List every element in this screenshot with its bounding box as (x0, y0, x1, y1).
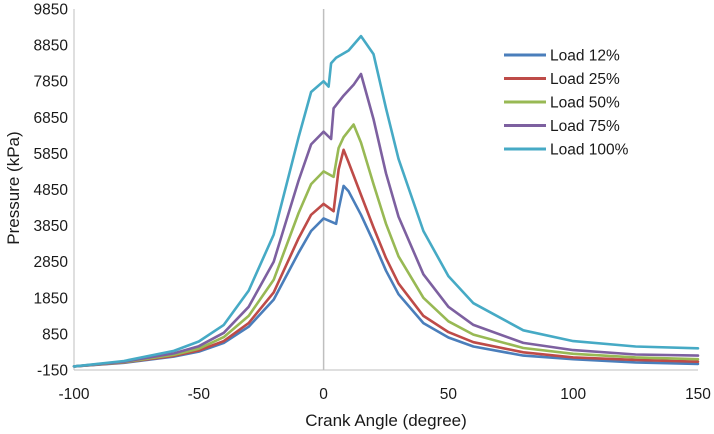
y-tick-label: 8850 (34, 38, 69, 55)
y-tick-label: 3850 (34, 218, 69, 235)
x-tick-label: 100 (560, 386, 586, 403)
series-lines (72, 34, 700, 368)
x-tick-label: 0 (319, 386, 328, 403)
y-tick-label: 1850 (34, 290, 69, 307)
y-tick-label: 6850 (34, 110, 69, 127)
y-axis-title: Pressure (kPa) (4, 131, 23, 244)
x-axis-title: Crank Angle (degree) (305, 411, 467, 430)
legend: Load 12% Load 25% Load 50% Load 75% Load 100… (504, 48, 629, 159)
y-tick-label: 7850 (34, 74, 69, 91)
series-line-1 (72, 184, 700, 368)
y-tick-label: 5850 (34, 146, 69, 163)
x-tick-label: -100 (58, 386, 89, 403)
x-tick-label: 50 (440, 386, 458, 403)
x-tick-label: -50 (188, 386, 211, 403)
legend-label: Load 50% (550, 95, 620, 112)
y-tick-label: 850 (42, 326, 68, 343)
y-tick-label: -150 (37, 363, 68, 380)
legend-label: Load 100% (550, 142, 629, 159)
x-tick-labels: -100 -50 0 50 100 150 (58, 386, 711, 403)
y-tick-labels: -150 850 1850 2850 3850 4850 5850 6850 7850 8850 9… (34, 2, 69, 380)
series-line-5 (72, 34, 700, 368)
series-line-3 (72, 123, 700, 368)
series-line-2 (72, 148, 700, 368)
y-tick-label: 2850 (34, 254, 69, 271)
series-line-4 (72, 72, 700, 368)
legend-label: Load 75% (550, 118, 620, 135)
y-tick-label: 4850 (34, 182, 69, 199)
y-tick-label: 9850 (34, 2, 69, 19)
legend-label: Load 25% (550, 71, 620, 88)
legend-label: Load 12% (550, 48, 620, 65)
x-tick-label: 150 (685, 386, 711, 403)
